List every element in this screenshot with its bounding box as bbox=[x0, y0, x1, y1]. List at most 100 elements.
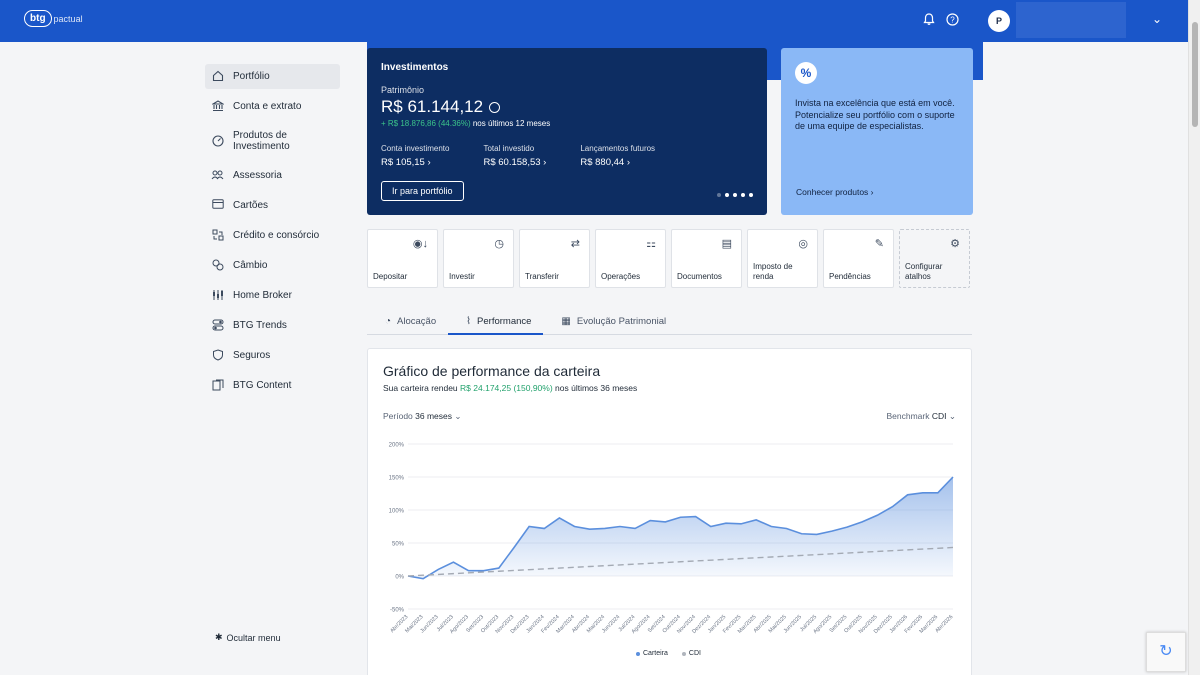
know-products-link[interactable]: Conhecer produtos › bbox=[796, 187, 874, 197]
credit-icon bbox=[211, 229, 224, 242]
eye-icon[interactable] bbox=[489, 101, 501, 113]
shortcut-label: Configurar atalhos bbox=[905, 262, 943, 281]
carousel-dot[interactable] bbox=[749, 193, 753, 197]
stat-total[interactable]: Total investido R$ 60.158,53 › bbox=[483, 144, 546, 168]
sidebar-item-portfolio[interactable]: Portfólio bbox=[205, 64, 340, 89]
sidebar-item-home-broker[interactable]: Home Broker bbox=[205, 283, 340, 308]
gain-value: + R$ 18.876,86 (44.36%) bbox=[381, 119, 471, 128]
shortcut-pending[interactable]: ✎ Pendências bbox=[823, 229, 894, 288]
toggles-icon bbox=[211, 319, 224, 332]
benchmark-selector[interactable]: Benchmark CDI ⌄ bbox=[886, 411, 956, 422]
chevron-down-icon: ⌄ bbox=[454, 411, 462, 421]
carousel-dot[interactable] bbox=[741, 193, 745, 197]
shortcuts-row: ◉↓ Depositar ◷ Investir ⇄ Transferir ⚏ O… bbox=[367, 229, 970, 288]
tab-label: Evolução Patrimonial bbox=[576, 316, 667, 327]
go-to-portfolio-button[interactable]: Ir para portfólio bbox=[381, 181, 464, 201]
sidebar-item-label: Seguros bbox=[233, 350, 271, 361]
recaptcha-badge[interactable]: ↻ bbox=[1146, 632, 1186, 672]
tax-icon: ◎ bbox=[798, 238, 808, 250]
invest-icon: ◷ bbox=[494, 238, 504, 250]
shortcut-invest[interactable]: ◷ Investir bbox=[443, 229, 514, 288]
bank-icon bbox=[210, 100, 225, 113]
btg-logo[interactable]: btg pactual bbox=[24, 10, 83, 27]
shortcut-tax[interactable]: ◎ Imposto de renda bbox=[747, 229, 818, 288]
legend-swatch bbox=[636, 651, 640, 656]
user-name-redacted[interactable] bbox=[1016, 2, 1126, 38]
chart-legend: Carteira CDI bbox=[636, 650, 701, 657]
sidebar: Portfólio Conta e extrato Produtos de In… bbox=[205, 64, 340, 403]
candles-icon bbox=[211, 289, 224, 302]
tab-evolution[interactable]: ▦ Evolução Patrimonial bbox=[543, 311, 678, 335]
bell-icon[interactable] bbox=[922, 13, 936, 27]
sidebar-item-label: Conta e extrato bbox=[233, 101, 302, 112]
benchmark-value: CDI bbox=[931, 411, 947, 421]
investments-title: Investimentos bbox=[381, 62, 449, 73]
operations-icon: ⚏ bbox=[646, 238, 656, 250]
sidebar-item-credit[interactable]: Crédito e consórcio bbox=[205, 223, 340, 248]
carousel-dots bbox=[717, 193, 753, 197]
stat-account[interactable]: Conta investimento R$ 105,15 › bbox=[381, 144, 449, 168]
gain-row: + R$ 18.876,86 (44.36%) nos últimos 12 m… bbox=[381, 119, 753, 128]
y-tick-label: 50% bbox=[392, 542, 405, 548]
logo-mark: btg bbox=[24, 10, 52, 27]
tab-label: Performance bbox=[477, 316, 532, 327]
sidebar-item-cards[interactable]: Cartões bbox=[205, 193, 340, 218]
patrimonio-value-row: R$ 61.144,12 bbox=[381, 97, 753, 117]
carousel-dot[interactable] bbox=[733, 193, 737, 197]
stat-label: Total investido bbox=[483, 144, 535, 153]
svg-text:?: ? bbox=[950, 15, 955, 24]
carousel-dot[interactable] bbox=[725, 193, 729, 197]
legend-item[interactable]: Carteira bbox=[636, 650, 668, 657]
sidebar-item-advisory[interactable]: Assessoria bbox=[205, 163, 340, 188]
pending-icon: ✎ bbox=[874, 238, 884, 250]
period-selector[interactable]: Período 36 meses ⌄ bbox=[383, 411, 462, 422]
series-line-carteira bbox=[407, 476, 954, 580]
tab-performance[interactable]: ⌇ Performance bbox=[448, 311, 544, 335]
scroll-thumb[interactable] bbox=[1192, 22, 1198, 127]
series-line-cdi bbox=[407, 546, 954, 577]
shortcut-deposit[interactable]: ◉↓ Depositar bbox=[367, 229, 438, 288]
shortcut-label: Depositar bbox=[373, 272, 408, 281]
carousel-dot[interactable] bbox=[717, 193, 721, 197]
sidebar-item-account[interactable]: Conta e extrato bbox=[205, 94, 340, 119]
subtitle-suffix: nos últimos 36 meses bbox=[555, 383, 638, 393]
legend-label: CDI bbox=[688, 650, 701, 657]
shortcut-documents[interactable]: ▤ Documentos bbox=[671, 229, 742, 288]
content-icon bbox=[211, 379, 224, 392]
shortcut-operations[interactable]: ⚏ Operações bbox=[595, 229, 666, 288]
promo-card: % Invista na excelência que está em você… bbox=[781, 48, 973, 215]
stat-future[interactable]: Lançamentos futuros R$ 880,44 › bbox=[580, 144, 655, 168]
exchange-icon bbox=[211, 259, 224, 272]
home-icon bbox=[211, 70, 224, 83]
help-icon[interactable]: ? bbox=[945, 13, 959, 27]
hide-menu-button[interactable]: ✱ Ocultar menu bbox=[215, 632, 281, 643]
chevron-down-icon[interactable]: ⌄ bbox=[1152, 12, 1163, 26]
performance-chart: 200%150%100%50%0%-50%Abr/2023Mai/2023Jun… bbox=[389, 443, 955, 636]
avatar[interactable]: P bbox=[988, 10, 1010, 32]
gain-period: nos últimos 12 meses bbox=[472, 119, 551, 128]
scrollbar[interactable] bbox=[1188, 0, 1200, 675]
sidebar-item-trends[interactable]: BTG Trends bbox=[205, 313, 340, 338]
sidebar-item-label: Portfólio bbox=[233, 71, 270, 82]
pie-icon: ◔ bbox=[385, 316, 392, 327]
logo-sub: pactual bbox=[53, 13, 83, 24]
hide-menu-label: Ocultar menu bbox=[226, 632, 281, 643]
tab-allocation[interactable]: ◔ Alocação bbox=[367, 311, 448, 335]
chevron-down-icon: ⌄ bbox=[948, 411, 956, 421]
shortcut-transfer[interactable]: ⇄ Transferir bbox=[519, 229, 590, 288]
promo-text: Invista na excelência que está em você. … bbox=[795, 98, 955, 131]
sidebar-item-exchange[interactable]: Câmbio bbox=[205, 253, 340, 278]
sidebar-item-content[interactable]: BTG Content bbox=[205, 373, 340, 398]
y-tick-label: 100% bbox=[389, 509, 405, 515]
sidebar-item-insurance[interactable]: Seguros bbox=[205, 343, 340, 368]
sidebar-item-products[interactable]: Produtos de Investimento bbox=[205, 124, 340, 158]
sidebar-item-label: Crédito e consórcio bbox=[233, 230, 320, 241]
shield-icon bbox=[211, 349, 224, 362]
performance-subtitle: Sua carteira rendeu R$ 24.174,25 (150,90… bbox=[383, 383, 637, 393]
subtitle-value: R$ 24.174,25 (150,90%) bbox=[460, 383, 553, 393]
period-label: Período bbox=[383, 411, 413, 421]
stat-value: R$ 60.158,53 › bbox=[483, 157, 547, 168]
legend-item[interactable]: CDI bbox=[681, 650, 701, 657]
shortcut-configure[interactable]: ⚙ Configurar atalhos bbox=[899, 229, 970, 288]
patrimonio-label: Patrimônio bbox=[381, 85, 425, 95]
